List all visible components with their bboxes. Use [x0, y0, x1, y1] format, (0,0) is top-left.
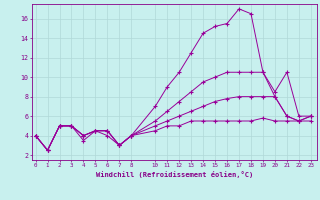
- X-axis label: Windchill (Refroidissement éolien,°C): Windchill (Refroidissement éolien,°C): [96, 171, 253, 178]
